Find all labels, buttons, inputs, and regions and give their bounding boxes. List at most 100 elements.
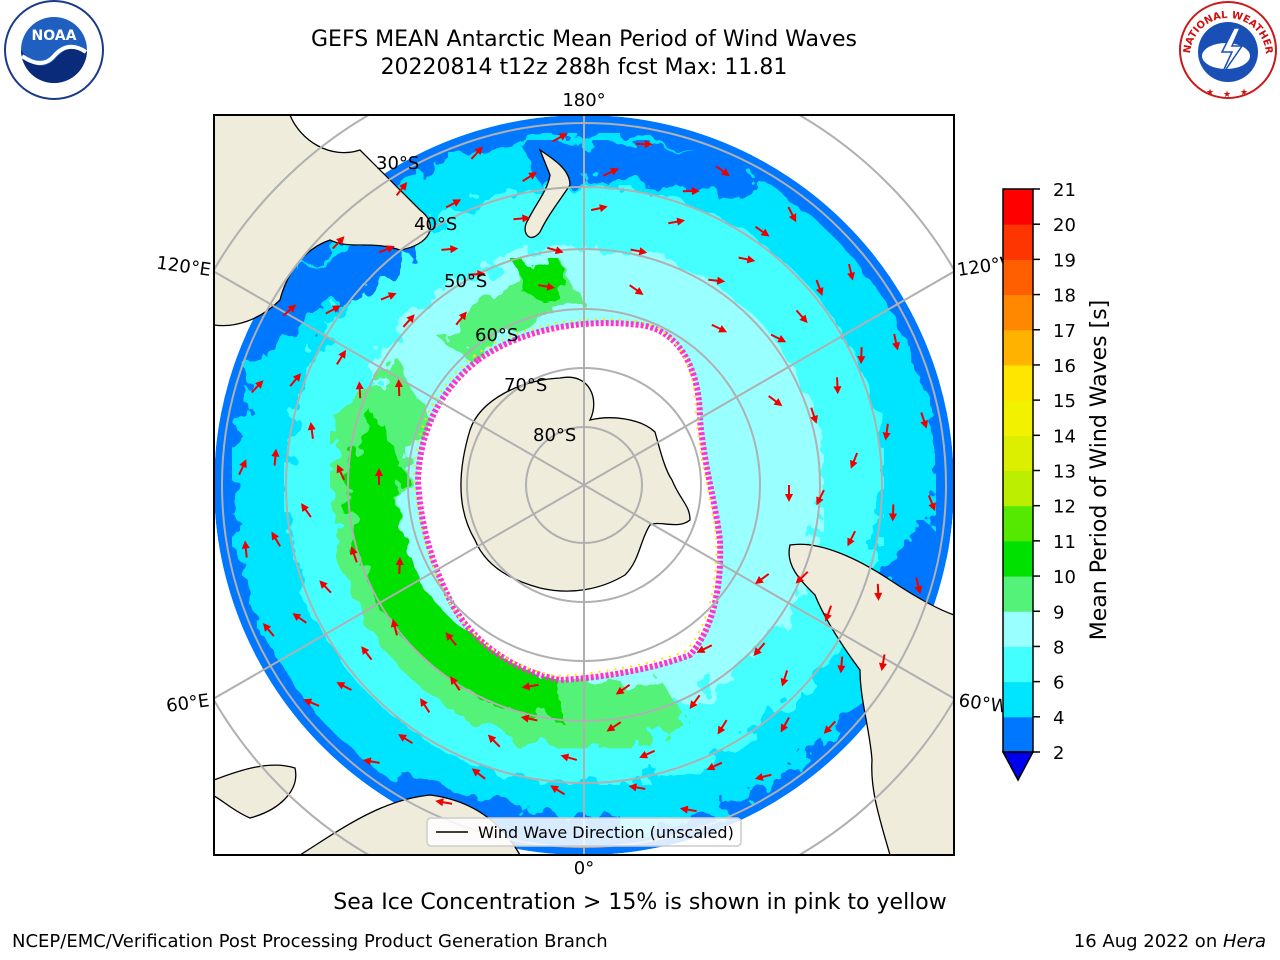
colorbar-segment [1003, 435, 1033, 471]
wave-direction-arrowhead [558, 133, 568, 141]
colorbar-tick-label: 12 [1053, 497, 1076, 518]
wave-direction-arrowhead [679, 805, 689, 814]
wave-direction-arrowhead [644, 140, 653, 149]
wave-direction-arrowhead [717, 725, 726, 735]
wind-wave-direction-arrows [238, 133, 936, 814]
map-subtitle: 20220814 t12z 288h fcst Max: 11.81 [380, 55, 788, 80]
wave-direction-arrowhead [452, 199, 462, 207]
wave-direction-arrowhead [338, 349, 346, 359]
wave-direction-arrowhead [799, 314, 808, 324]
colorbar-segment [1003, 224, 1033, 260]
wave-direction-arrowhead [374, 468, 384, 476]
wave-direction-arrowhead [487, 734, 497, 744]
wave-direction-arrowhead [319, 580, 328, 589]
wave-direction-arrowhead [355, 381, 364, 390]
wave-direction-arrowhead [882, 432, 891, 441]
wave-direction-arrowhead [638, 247, 648, 256]
colorbar-tick-label: 11 [1053, 532, 1076, 553]
wave-direction-arrowhead [920, 419, 929, 429]
wave-direction-arrowhead [824, 612, 832, 622]
svg-text:★: ★ [1223, 90, 1231, 100]
wave-direction-arrowhead [307, 421, 316, 431]
colorbar-segment [1003, 576, 1033, 612]
colorbar-segment [1003, 329, 1033, 366]
wave-direction-arrowhead [788, 213, 797, 223]
wave-direction-arrowhead [706, 762, 716, 771]
wave-direction-arrowhead [336, 464, 345, 474]
lat-label-70s: 70°S [504, 375, 547, 396]
colorbar-tick-label: 4 [1053, 708, 1064, 729]
wave-direction-arrowhead [336, 682, 346, 690]
lat-label-80s: 80°S [533, 425, 576, 446]
wave-direction-arrowhead [721, 168, 730, 177]
wave-direction-arrowhead [615, 686, 625, 695]
noaa-logo: NOAA [2, 0, 106, 104]
svg-text:★: ★ [1206, 88, 1214, 98]
noaa-logo-text: NOAA [32, 28, 77, 44]
colorbar-tick-label: 9 [1053, 602, 1064, 623]
wave-direction-arrowhead [639, 750, 649, 759]
graticule [214, 115, 954, 855]
wave-direction-arrowhead [474, 146, 483, 155]
wave-direction-arrowhead [554, 246, 564, 255]
wave-direction-arrowhead [546, 282, 556, 291]
wave-direction-arrowhead [914, 585, 923, 595]
wave-direction-arrowhead [301, 503, 309, 512]
wave-direction-arrowhead [520, 714, 530, 723]
wave-direction-arrowhead [385, 245, 395, 253]
south-america [788, 543, 954, 855]
wave-direction-arrowhead [892, 341, 901, 351]
colorbar-under-extension [1001, 751, 1035, 782]
wave-direction-arrowhead [816, 496, 824, 506]
lon-label-180: 180° [562, 90, 605, 111]
wave-direction-arrowhead [560, 753, 570, 762]
wave-direction-arrowhead [521, 682, 531, 691]
colorbar-tick-label: 17 [1053, 321, 1076, 342]
lat-label-60s: 60°S [475, 325, 518, 346]
wave-direction-arrowhead [755, 576, 764, 585]
sea-ice-note: Sea Ice Concentration > 15% is shown in … [333, 890, 947, 915]
wave-direction-arrowhead [928, 502, 936, 512]
landmasses [214, 115, 954, 855]
colorbar-segment [1003, 470, 1033, 507]
wave-direction-arrowhead [331, 305, 341, 313]
wave-direction-arrowhead [255, 380, 264, 389]
colorbar-tick-label: 6 [1053, 673, 1064, 694]
wave-direction-arrowhead [350, 546, 358, 556]
wave-direction-arrowhead [406, 314, 415, 323]
wave-direction-arrowhead [599, 204, 608, 213]
colorbar-segment [1003, 294, 1033, 331]
wave-direction-arrowhead [823, 725, 833, 734]
footer-credit: NCEP/EMC/Verification Post Processing Pr… [12, 931, 608, 952]
wave-direction-arrowhead [718, 325, 728, 333]
footer-date-text: 16 Aug 2022 on [1073, 931, 1223, 952]
wave-direction-arrowhead [760, 228, 770, 237]
wave-direction-arrowhead [784, 494, 794, 502]
colorbar-tick-label: 16 [1053, 356, 1076, 377]
colorbar-segment [1003, 189, 1033, 225]
wave-direction-arrowhead [777, 335, 787, 343]
wave-direction-arrowhead [888, 513, 898, 522]
colorbar-tick-label: 10 [1053, 567, 1076, 588]
wave-direction-arrowhead [628, 783, 638, 792]
wave-direction-arrowhead [420, 698, 428, 708]
nws-logo: NATIONAL WEATHER SERVICE ★ ★ ★ [1172, 0, 1280, 104]
wave-direction-arrowhead [271, 448, 280, 457]
madagascar [214, 764, 297, 819]
wave-direction-arrowhead [837, 665, 846, 674]
colorbar-tick-label: 13 [1053, 462, 1076, 483]
wave-direction-arrowhead [716, 276, 726, 285]
wave-direction-arrowhead [395, 556, 404, 566]
wave-direction-arrowhead [477, 270, 486, 279]
colorbar-segment [1003, 505, 1033, 542]
colorbar-segment [1003, 400, 1033, 436]
map-title: GEFS MEAN Antarctic Mean Period of Wind … [311, 27, 857, 52]
wave-direction-arrowhead [435, 798, 444, 807]
footer-host: Hera [1222, 931, 1266, 952]
wave-direction-arrowhead [336, 236, 345, 245]
wave-direction-arrowhead [398, 734, 407, 742]
new-zealand [524, 148, 571, 238]
wave-direction-arrowhead [550, 785, 560, 793]
wave-direction-arrowhead [528, 171, 538, 180]
